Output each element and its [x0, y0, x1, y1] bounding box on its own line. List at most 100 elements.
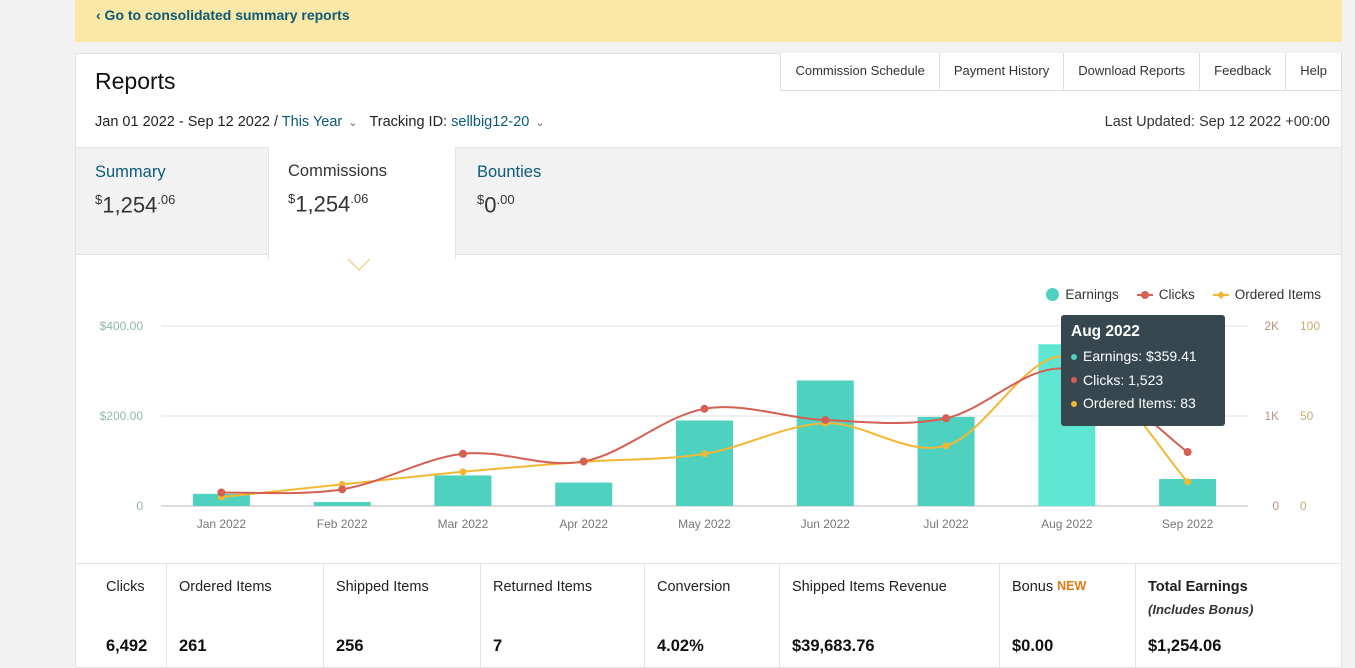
right-axis-clicks-tick: 1K: [1264, 409, 1279, 423]
stat-value: 7: [493, 637, 503, 655]
tab-help[interactable]: Help: [1286, 53, 1342, 90]
stat-clicks: Clicks 6,492: [76, 564, 167, 668]
x-axis-tick: Aug 2022: [1041, 517, 1093, 531]
ordered-items-point: [701, 450, 708, 458]
clicks-dot-icon: [1071, 377, 1077, 384]
stat-returned-items: Returned Items 7: [481, 564, 645, 668]
tooltip-row-earnings: Earnings: $359.41: [1071, 345, 1215, 369]
stat-label: Bonus NEW: [1012, 579, 1087, 595]
stat-sublabel: (Includes Bonus): [1148, 602, 1254, 617]
earnings-bar: [555, 482, 613, 506]
tab-feedback[interactable]: Feedback: [1200, 53, 1287, 90]
tab-summary[interactable]: Summary $1,254.06: [76, 148, 264, 256]
stat-bonus: Bonus NEW $0.00: [1000, 564, 1136, 668]
stat-label: Returned Items: [493, 579, 593, 595]
chevron-down-icon[interactable]: ⌄: [348, 117, 358, 129]
tab-commissions-amount: $1,254.06: [288, 191, 369, 217]
legend-clicks[interactable]: Clicks: [1136, 287, 1195, 302]
tab-summary-amount: $1,254.06: [95, 192, 176, 218]
tab-payment-history[interactable]: Payment History: [939, 53, 1065, 90]
right-axis-clicks-tick: 2K: [1264, 319, 1279, 333]
stat-label: Conversion: [657, 579, 731, 595]
stat-label: Ordered Items: [179, 579, 272, 595]
tab-bounties[interactable]: Bounties $0.00: [458, 148, 646, 256]
clicks-point: [217, 488, 226, 497]
stat-total-earnings: Total Earnings (Includes Bonus) $1,254.0…: [1136, 564, 1341, 668]
earnings-bar: [676, 420, 733, 506]
date-range: Jan 01 2022 - Sep 12 2022 /: [95, 114, 282, 130]
tracking-id-dropdown[interactable]: sellbig12-20: [451, 114, 530, 130]
tracking-label: Tracking ID:: [369, 114, 452, 130]
stat-value: $39,683.76: [792, 637, 875, 655]
left-axis-tick: $400.00: [100, 319, 144, 333]
right-axis-clicks-tick: 0: [1272, 499, 1279, 513]
clicks-point: [821, 416, 830, 425]
stat-value: 256: [336, 637, 364, 655]
top-nav-tabs: Commission Schedule Payment History Down…: [780, 53, 1342, 91]
stat-conversion: Conversion 4.02%: [645, 564, 780, 668]
x-axis-tick: Sep 2022: [1162, 517, 1214, 531]
stat-value: 261: [179, 637, 207, 655]
active-tab-caret: [348, 259, 370, 271]
ordered-items-dot-icon: [1071, 400, 1077, 407]
legend-earnings[interactable]: Earnings: [1046, 287, 1119, 302]
clicks-point: [700, 404, 709, 413]
clicks-point: [338, 485, 347, 494]
stat-value: 6,492: [106, 637, 148, 655]
ordered-items-point: [459, 468, 467, 476]
legend-ordered-items-icon: [1212, 290, 1229, 299]
tooltip-title: Aug 2022: [1071, 323, 1140, 340]
clicks-point: [942, 414, 951, 423]
chevron-down-icon[interactable]: ⌄: [535, 117, 545, 129]
reports-card: Reports Commission Schedule Payment Hist…: [75, 53, 1342, 668]
earnings-bar: [917, 416, 975, 506]
tooltip-row-ordered-items: Ordered Items: 83: [1071, 392, 1215, 416]
stat-shipped-items: Shipped Items 256: [324, 564, 481, 668]
earnings-bar: [313, 501, 371, 506]
right-axis-items-tick: 50: [1300, 409, 1314, 423]
right-axis-items-tick: 100: [1300, 319, 1320, 333]
stat-label: Shipped Items Revenue: [792, 579, 947, 595]
earnings-bar: [434, 475, 492, 506]
x-axis-tick: Apr 2022: [559, 517, 608, 531]
tab-commissions[interactable]: Commissions $1,254.06: [268, 147, 456, 259]
x-axis-tick: Feb 2022: [317, 517, 368, 531]
left-axis-tick: 0: [136, 499, 143, 513]
stat-ordered-items: Ordered Items 261: [167, 564, 324, 668]
tab-commission-schedule[interactable]: Commission Schedule: [781, 53, 940, 90]
filter-bar: Jan 01 2022 - Sep 12 2022 / This Year ⌄ Tr…: [95, 114, 557, 130]
stat-label: Shipped Items: [336, 579, 429, 595]
stat-value: $1,254.06: [1148, 637, 1222, 655]
last-updated: Last Updated: Sep 12 2022 +00:00: [1104, 114, 1330, 130]
legend-earnings-icon: [1046, 288, 1060, 301]
ordered-items-point: [942, 442, 950, 450]
stat-value: $0.00: [1012, 637, 1054, 655]
tab-bounties-label: Bounties: [477, 163, 542, 181]
ordered-items-line: [221, 355, 1189, 498]
left-axis-tick: $200.00: [100, 409, 144, 423]
summary-tabs: Summary $1,254.06 Commissions $1,254.06 …: [76, 147, 1341, 259]
legend-clicks-icon: [1136, 290, 1153, 299]
x-axis-tick: Jun 2022: [801, 517, 851, 531]
stat-label: Total Earnings: [1148, 579, 1248, 595]
x-axis-tick: Mar 2022: [438, 517, 489, 531]
new-badge: NEW: [1057, 579, 1087, 593]
x-axis-tick: Jan 2022: [197, 517, 247, 531]
ordered-items-point: [1184, 478, 1192, 486]
consolidated-banner: ‹ Go to consolidated summary reports: [75, 0, 1342, 42]
back-to-summary-link[interactable]: ‹ Go to consolidated summary reports: [96, 7, 350, 23]
right-axis-items-tick: 0: [1300, 499, 1307, 513]
x-axis-tick: Jul 2022: [923, 517, 969, 531]
period-dropdown[interactable]: This Year: [281, 114, 343, 130]
stat-shipped-revenue: Shipped Items Revenue $39,683.76: [780, 564, 1000, 668]
chart-tooltip: Aug 2022 Earnings: $359.41 Clicks: 1,523…: [1061, 315, 1225, 426]
earnings-dot-icon: [1071, 353, 1077, 360]
earnings-chart: 0 $200.00 $400.00 0 1K 2K 0 50 100 Jan 2022 Feb 20…: [100, 319, 1321, 531]
tab-summary-label: Summary: [95, 163, 166, 181]
stats-row: Clicks 6,492 Ordered Items 261 Shipped I…: [76, 563, 1341, 668]
legend-ordered-items[interactable]: Ordered Items: [1212, 287, 1321, 302]
clicks-point: [1183, 448, 1192, 456]
clicks-point: [579, 457, 588, 466]
clicks-point: [458, 449, 467, 458]
tab-download-reports[interactable]: Download Reports: [1064, 53, 1201, 90]
